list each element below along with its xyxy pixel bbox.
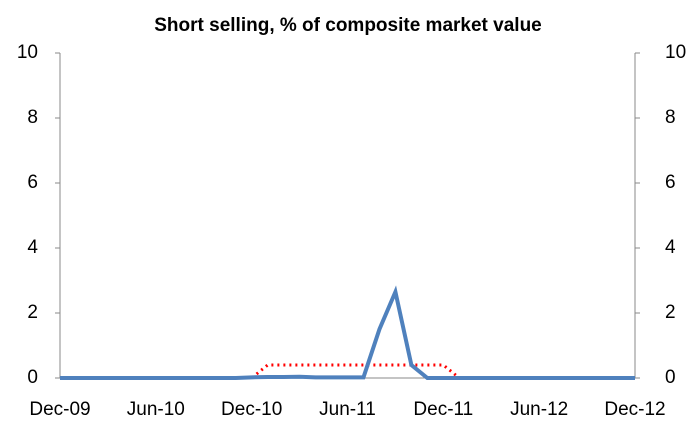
x-tick-label: Dec-11 xyxy=(413,399,473,420)
x-tick-label: Dec-09 xyxy=(29,399,90,420)
y2-tick-label: 2 xyxy=(665,302,676,323)
y-tick-label: 2 xyxy=(27,302,38,323)
x-tick-label: Jun-12 xyxy=(510,399,568,420)
y2-tick-label: 6 xyxy=(665,172,676,193)
y-tick-label: 0 xyxy=(27,367,38,388)
y-tick-label: 6 xyxy=(27,172,38,193)
x-tick-label: Jun-11 xyxy=(319,399,376,420)
y-tick-label: 10 xyxy=(17,42,38,63)
y-tick-label: 4 xyxy=(27,237,38,258)
y2-tick-label: 4 xyxy=(665,237,676,258)
x-tick-label: Jun-10 xyxy=(127,399,185,420)
chart-title: Short selling, % of composite market val… xyxy=(154,15,542,36)
y2-tick-label: 0 xyxy=(665,367,676,388)
series-line xyxy=(60,285,635,380)
x-tick-label: Dec-10 xyxy=(221,399,282,420)
y2-tick-label: 8 xyxy=(665,107,676,128)
y2-tick-label: 10 xyxy=(665,42,686,63)
y-tick-label: 8 xyxy=(27,107,38,128)
x-tick-label: Dec-12 xyxy=(604,399,665,420)
